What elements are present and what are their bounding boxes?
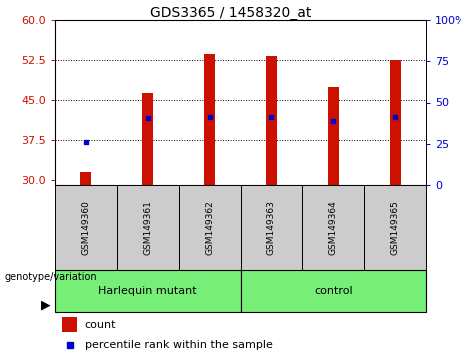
Text: GSM149365: GSM149365 xyxy=(390,200,400,255)
Bar xyxy=(62,318,77,332)
Text: genotype/variation: genotype/variation xyxy=(5,272,97,282)
Bar xyxy=(142,93,154,185)
Text: GSM149363: GSM149363 xyxy=(267,200,276,255)
Text: Harlequin mutant: Harlequin mutant xyxy=(99,286,197,296)
Bar xyxy=(80,172,91,185)
Bar xyxy=(55,270,241,312)
Text: percentile rank within the sample: percentile rank within the sample xyxy=(85,340,272,350)
Bar xyxy=(364,185,426,270)
Bar xyxy=(266,56,277,185)
Bar xyxy=(328,86,339,185)
Text: GSM149362: GSM149362 xyxy=(205,200,214,255)
Text: GDS3365 / 1458320_at: GDS3365 / 1458320_at xyxy=(150,6,311,20)
Bar xyxy=(241,270,426,312)
Text: control: control xyxy=(314,286,353,296)
Text: ▶: ▶ xyxy=(41,299,51,312)
Bar xyxy=(302,185,364,270)
Bar xyxy=(55,185,117,270)
Text: GSM149364: GSM149364 xyxy=(329,200,338,255)
Bar xyxy=(390,60,401,185)
Text: GSM149361: GSM149361 xyxy=(143,200,152,255)
Bar xyxy=(117,185,179,270)
Bar xyxy=(179,185,241,270)
Bar xyxy=(204,53,215,185)
Text: GSM149360: GSM149360 xyxy=(82,200,90,255)
Bar xyxy=(241,185,302,270)
Text: count: count xyxy=(85,320,116,330)
